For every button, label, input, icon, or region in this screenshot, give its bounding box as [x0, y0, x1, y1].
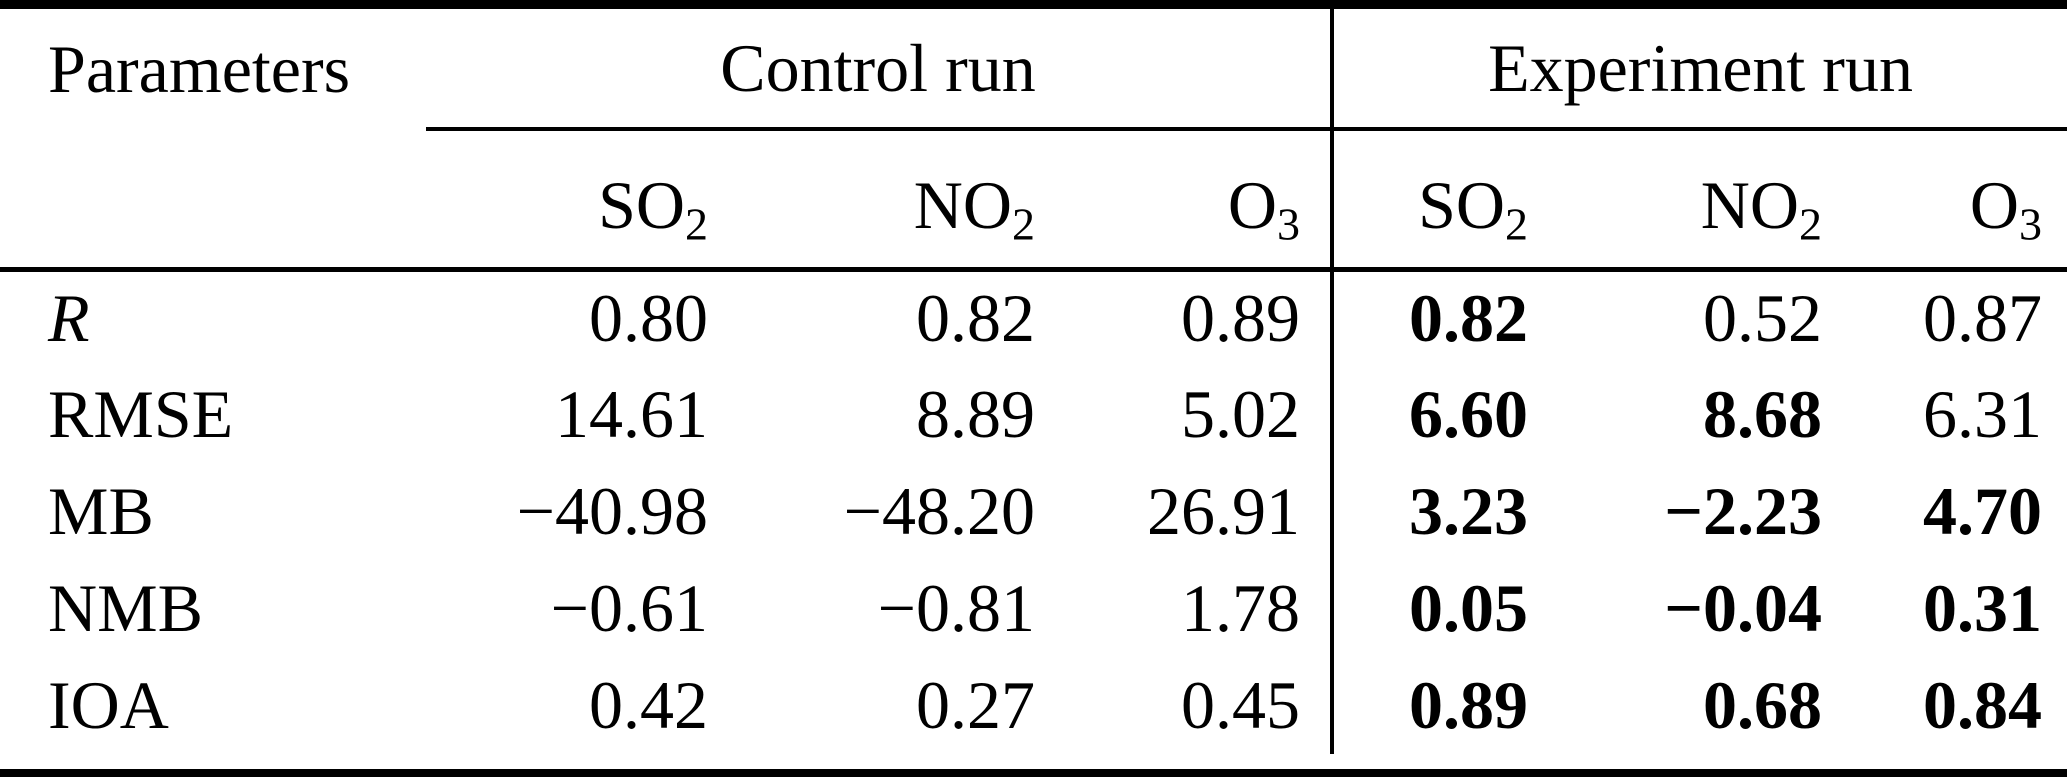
species-symbol: SO [1418, 166, 1505, 243]
value-cell: 3.23 [1330, 463, 1528, 560]
species-header-row: SO2 NO2 O3 SO2 NO2 O3 [0, 129, 2067, 272]
species-symbol: SO [598, 166, 685, 243]
value-cell: −0.04 [1664, 570, 1822, 646]
species-subscript: 2 [1505, 198, 1528, 249]
value-cell: 0.87 [1923, 280, 2043, 357]
species-header-control-o3: O3 [1035, 129, 1332, 272]
species-header-experiment-no2: NO2 [1528, 129, 1822, 272]
species-subscript: 2 [685, 198, 708, 249]
statistics-table: Parameters Control run Experiment run SO… [0, 9, 2067, 754]
species-header-experiment-o3: O3 [1822, 129, 2067, 272]
value-cell: 0.82 [916, 280, 1035, 357]
value-cell: 0.89 [1330, 657, 1528, 754]
group-header-row: Parameters Control run Experiment run [0, 9, 2067, 131]
value-cell: −48.20 [843, 473, 1035, 549]
value-cell: 6.31 [1923, 376, 2043, 452]
species-header-experiment-so2: SO2 [1330, 129, 1528, 272]
species-header-control-so2: SO2 [426, 129, 708, 272]
value-cell: 0.52 [1703, 280, 1822, 357]
value-cell: 0.42 [589, 667, 708, 743]
value-cell: 0.89 [1181, 280, 1300, 357]
empty-corner-cell [0, 129, 426, 272]
species-subscript: 2 [1012, 198, 1035, 249]
value-cell: 0.45 [1181, 667, 1300, 743]
value-cell: 8.68 [1703, 376, 1822, 452]
table-row-rmse: RMSE 14.61 8.89 5.02 6.60 8.68 6.31 [0, 366, 2067, 463]
table-row-ioa: IOA 0.42 0.27 0.45 0.89 0.68 0.84 [0, 657, 2067, 754]
value-cell: 0.31 [1923, 570, 2043, 646]
value-cell: −0.61 [550, 570, 708, 646]
value-cell: −2.23 [1664, 473, 1822, 549]
species-symbol: O [1969, 166, 2020, 243]
value-cell: 1.78 [1181, 570, 1300, 646]
value-cell: 0.80 [589, 280, 708, 357]
value-cell: 0.27 [916, 667, 1035, 743]
value-cell: 6.60 [1330, 366, 1528, 463]
species-symbol: NO [1700, 166, 1799, 243]
table-row-r: R 0.80 0.82 0.89 0.82 0.52 0.87 [0, 269, 2067, 366]
value-cell: 14.61 [555, 376, 708, 452]
value-cell: 0.68 [1703, 667, 1822, 743]
row-label: RMSE [48, 376, 234, 452]
value-cell: 26.91 [1147, 473, 1300, 549]
species-subscript: 3 [2019, 198, 2043, 249]
row-label: R [48, 280, 90, 357]
value-cell: −40.98 [516, 473, 708, 549]
value-cell: 4.70 [1923, 473, 2043, 549]
row-label: NMB [48, 570, 203, 646]
value-cell: 5.02 [1181, 376, 1300, 452]
species-subscript: 3 [1277, 198, 1300, 249]
value-cell: 0.82 [1330, 269, 1528, 366]
species-symbol: O [1227, 166, 1277, 243]
species-symbol: NO [913, 166, 1012, 243]
table-row-mb: MB −40.98 −48.20 26.91 3.23 −2.23 4.70 [0, 463, 2067, 560]
value-cell: 8.89 [916, 376, 1035, 452]
row-label: MB [48, 473, 154, 549]
row-label: IOA [48, 667, 169, 743]
species-header-control-no2: NO2 [708, 129, 1035, 272]
value-cell: 0.05 [1330, 560, 1528, 657]
value-cell: −0.81 [877, 570, 1035, 646]
group-header-control: Control run [426, 9, 1332, 131]
value-cell: 0.84 [1923, 667, 2043, 743]
species-subscript: 2 [1799, 198, 1822, 249]
table-row-nmb: NMB −0.61 −0.81 1.78 0.05 −0.04 0.31 [0, 560, 2067, 657]
group-header-experiment: Experiment run [1329, 9, 2067, 131]
parameters-header: Parameters [48, 30, 351, 107]
